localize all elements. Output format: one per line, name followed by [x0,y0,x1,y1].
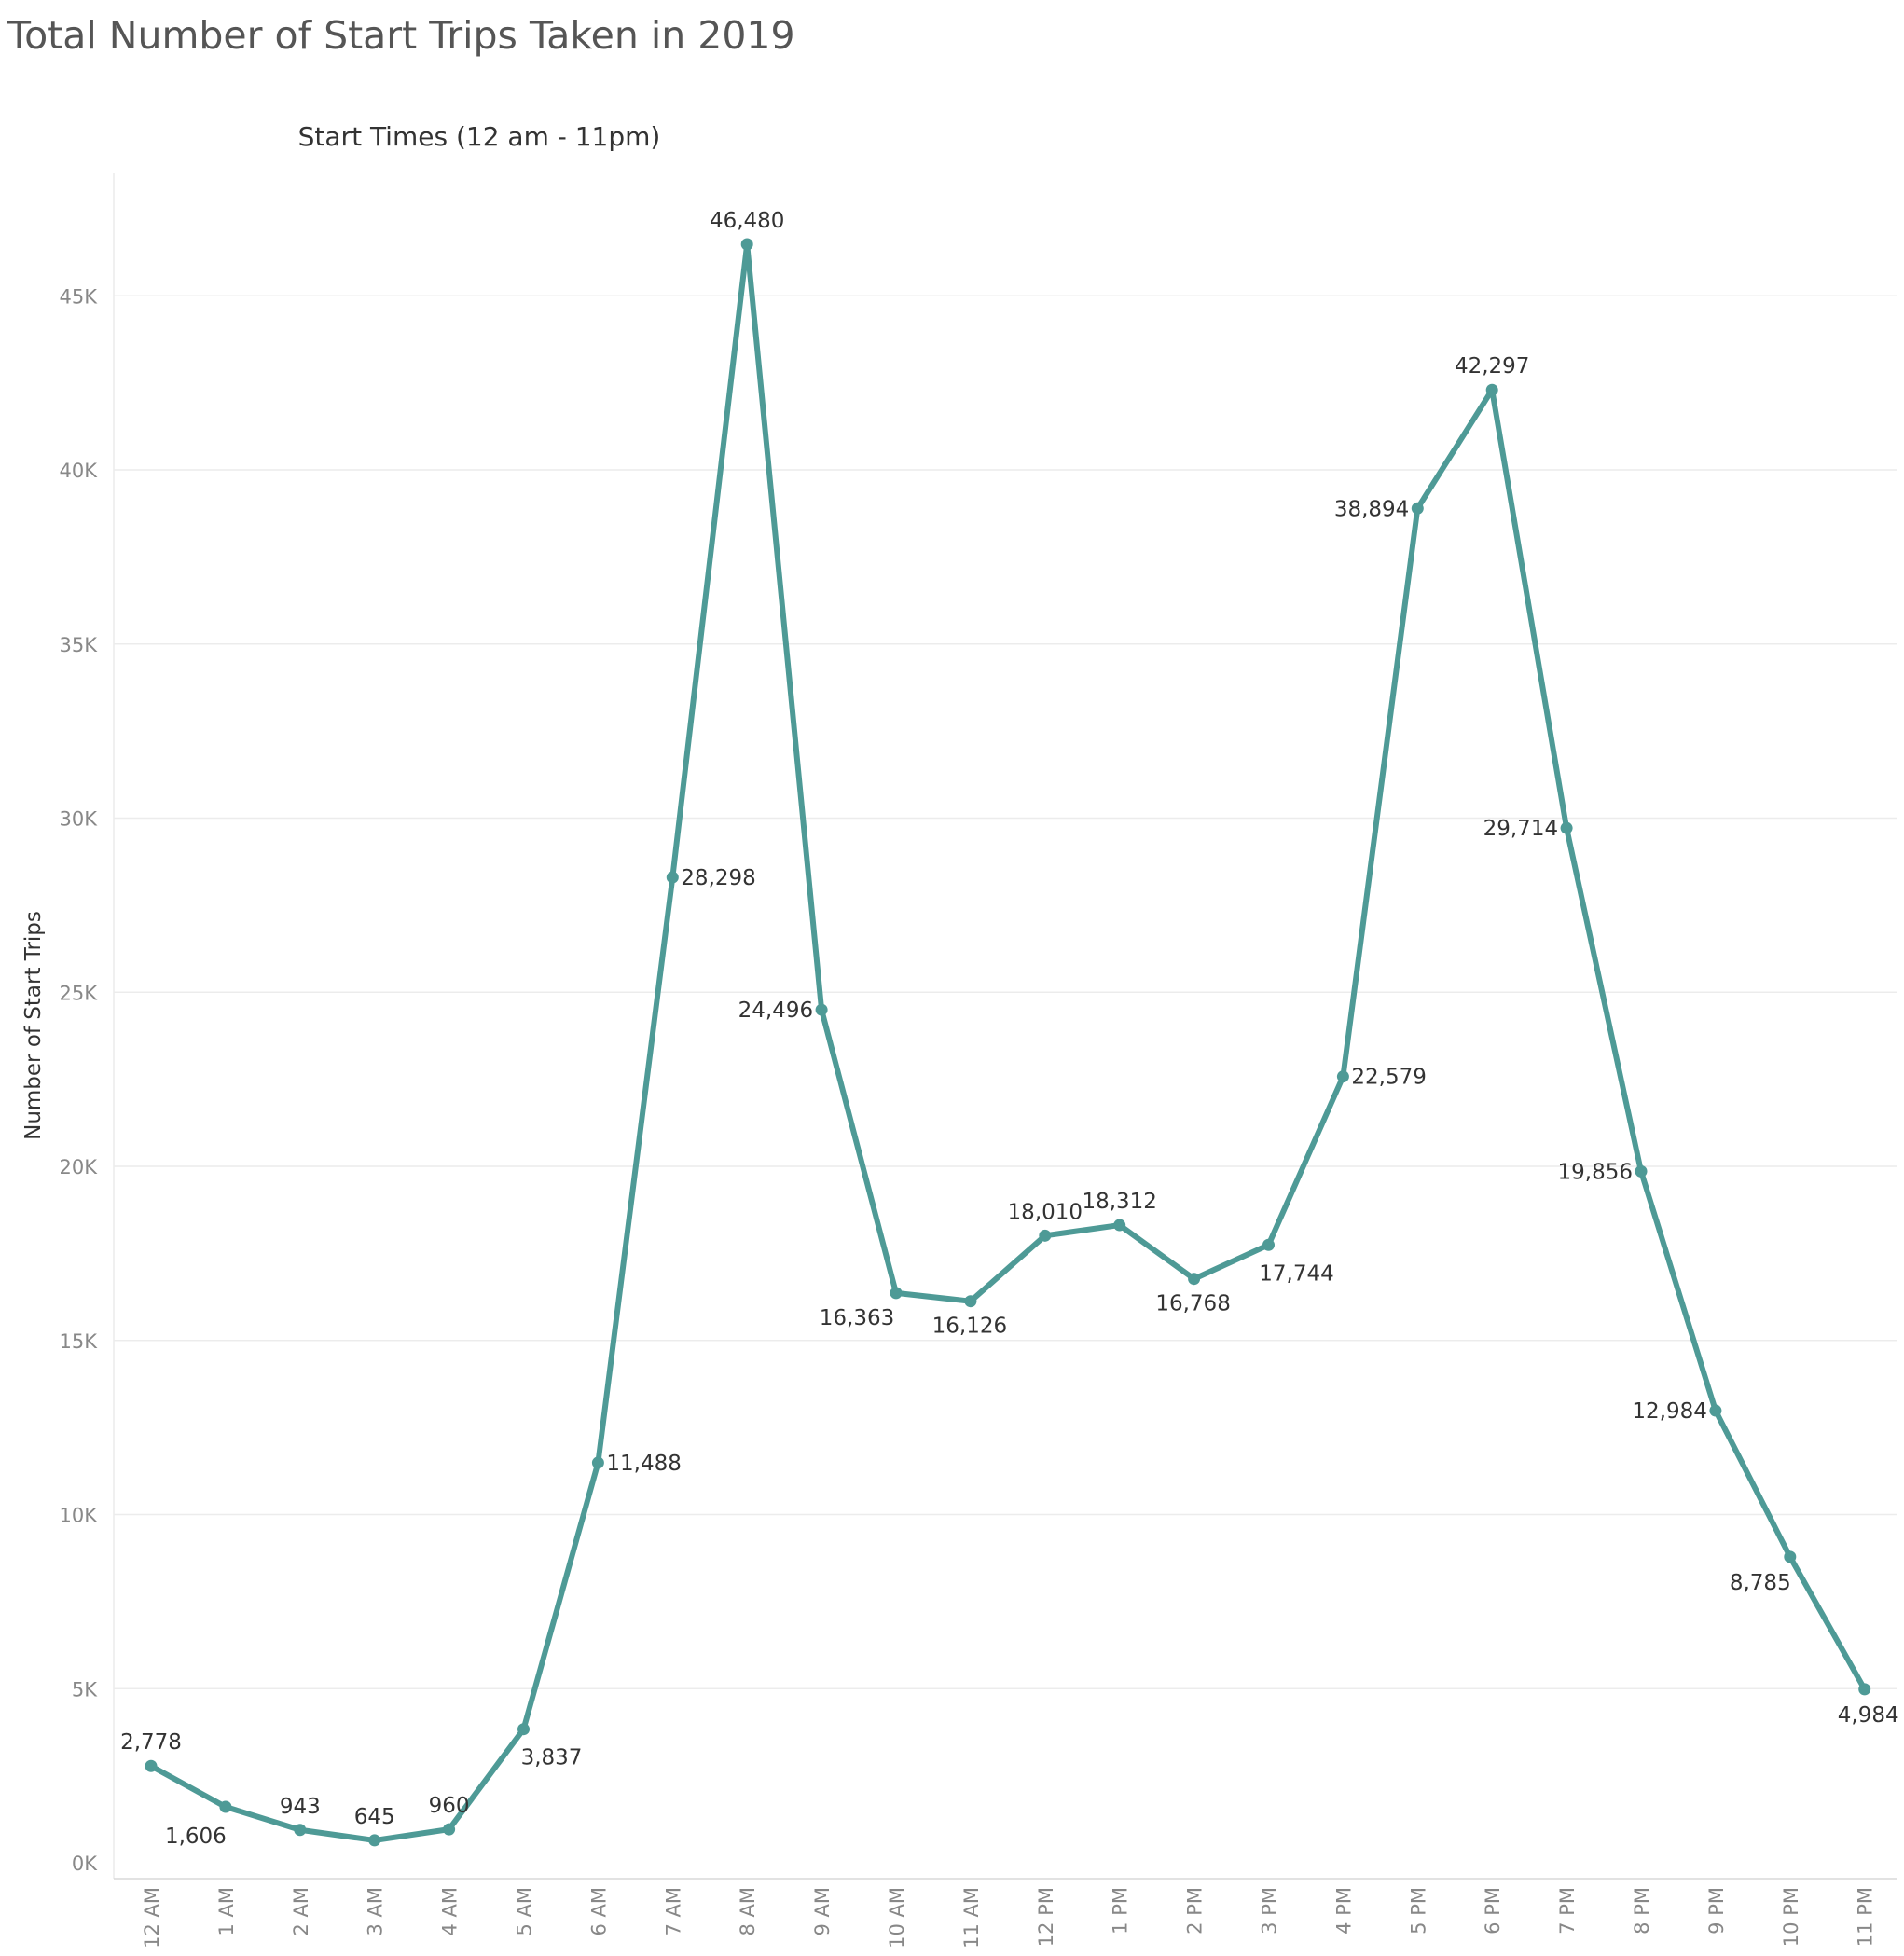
data-label: 16,768 [1155,1292,1230,1316]
data-point [517,1723,530,1736]
x-tick-label: 4 PM [1332,1887,1355,1935]
data-label: 18,010 [1008,1200,1083,1224]
data-label: 42,297 [1455,354,1529,379]
data-point [1113,1219,1126,1232]
data-point [1262,1238,1275,1251]
x-tick-label: 3 PM [1259,1887,1281,1935]
data-label: 645 [354,1805,395,1829]
y-tick-label: 0K [72,1853,98,1875]
data-label: 29,714 [1483,817,1558,841]
series-line [148,241,1868,1843]
y-tick-label: 35K [60,634,99,656]
y-tick-label: 5K [72,1678,98,1701]
x-tick-label: 3 AM [365,1887,387,1936]
data-label: 2,778 [120,1730,182,1755]
x-tick-label: 12 PM [1035,1887,1057,1947]
gridlines [113,173,1897,1880]
y-tick-label: 20K [60,1156,99,1178]
data-label: 46,480 [710,209,784,233]
x-tick-label: 8 PM [1631,1887,1653,1935]
y-tick-label: 15K [60,1330,99,1353]
x-tick-label: 7 AM [662,1887,684,1936]
chart-subtitle: Start Times (12 am - 11pm) [298,121,661,152]
y-tick-label: 25K [60,982,99,1004]
data-point [443,1823,456,1836]
data-point [1039,1229,1052,1242]
data-label: 22,579 [1351,1066,1426,1090]
x-tick-label: 9 AM [811,1887,834,1936]
y-tick-label: 30K [60,808,99,831]
data-label: 4,984 [1838,1703,1899,1728]
x-tick-label: 5 AM [514,1887,536,1936]
data-label: 16,363 [820,1306,894,1330]
data-point [1336,1070,1349,1083]
x-axis-ticks: 12 AM 1 AM 2 AM 3 AM 4 AM 5 AM 6 AM 7 AM 8 AM 9 A… [141,1887,1877,1949]
data-point [1411,502,1424,515]
x-tick-label: 2 PM [1184,1887,1207,1935]
y-tick-label: 45K [60,285,99,308]
data-label: 18,312 [1082,1190,1156,1214]
data-points [145,238,1871,1847]
data-point [1709,1404,1722,1417]
data-point [1784,1550,1797,1563]
x-tick-label: 4 AM [439,1887,462,1936]
y-axis-ticks: 0K 5K 10K 15K 20K 25K 30K 35K 40K 45K [60,285,99,1875]
data-point [1188,1273,1201,1286]
data-point [666,871,679,884]
data-point [890,1287,903,1300]
data-point [964,1295,977,1308]
x-tick-label: 6 PM [1482,1887,1504,1935]
data-label: 19,856 [1558,1160,1633,1184]
x-tick-label: 2 AM [290,1887,312,1936]
data-label: 12,984 [1632,1399,1706,1424]
x-tick-label: 8 AM [737,1887,759,1936]
data-label: 8,785 [1730,1571,1791,1595]
y-tick-label: 40K [60,460,99,482]
data-label: 3,837 [521,1746,583,1770]
data-label: 943 [280,1795,321,1819]
data-point [219,1800,232,1813]
data-label: 38,894 [1334,497,1409,521]
x-tick-label: 1 AM [215,1887,238,1936]
data-point [1485,383,1498,396]
data-label: 960 [429,1794,470,1818]
data-label: 16,126 [932,1315,1007,1339]
data-point [368,1834,381,1847]
x-tick-label: 10 PM [1780,1887,1802,1947]
x-tick-label: 11 PM [1855,1887,1877,1947]
data-label: 1,606 [165,1825,227,1849]
series-polyline [148,241,1868,1843]
x-tick-label: 9 PM [1705,1887,1728,1935]
x-tick-label: 1 PM [1110,1887,1132,1935]
y-axis-label: Number of Start Trips [21,911,46,1140]
data-label: 17,744 [1259,1261,1333,1286]
x-tick-label: 5 PM [1407,1887,1429,1935]
x-tick-label: 10 AM [886,1887,908,1949]
data-label: 24,496 [738,999,813,1023]
data-point [1560,821,1573,834]
data-point [1635,1164,1648,1178]
data-point [145,1759,158,1772]
data-labels: 2,778 1,606 943 645 960 3,837 11,488 28,298 46,4… [120,209,1899,1849]
data-point [294,1824,307,1837]
data-point [740,238,753,251]
data-label: 28,298 [681,866,755,890]
data-point [815,1003,828,1016]
data-point [1858,1683,1871,1696]
x-tick-label: 12 AM [141,1887,163,1949]
x-tick-label: 7 PM [1556,1887,1579,1935]
y-tick-label: 10K [60,1505,99,1527]
x-tick-label: 11 AM [960,1887,983,1949]
x-tick-label: 6 AM [587,1887,610,1936]
data-label: 11,488 [606,1452,681,1476]
data-point [591,1456,604,1469]
page-title: Total Number of Start Trips Taken in 201… [7,13,795,58]
